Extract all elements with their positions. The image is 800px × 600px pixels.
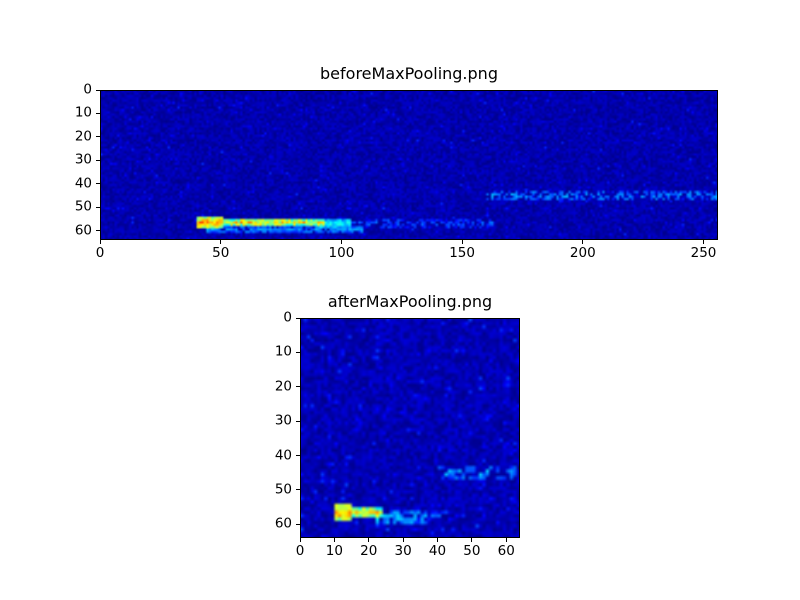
y-tick-label: 30 (74, 151, 92, 168)
y-tick-label: 40 (274, 446, 292, 463)
heatmap-image-after (300, 318, 520, 538)
y-tick-label: 10 (274, 343, 292, 360)
x-tick-label: 10 (325, 543, 343, 559)
x-tick-mark (402, 538, 404, 542)
x-tick-mark (368, 538, 370, 542)
x-tick-mark (582, 240, 584, 244)
y-tick-label: 60 (74, 221, 92, 238)
x-tick-mark (505, 538, 507, 542)
x-tick-label: 0 (95, 245, 105, 261)
y-tick-mark (96, 183, 100, 185)
y-tick-label: 20 (274, 378, 292, 394)
x-tick-label: 200 (569, 245, 596, 261)
x-tick-label: 60 (497, 543, 515, 559)
y-tick-mark (96, 230, 100, 232)
y-tick-label: 10 (74, 104, 92, 121)
y-tick-label: 40 (74, 175, 92, 191)
y-tick-mark (96, 89, 100, 91)
y-tick-mark (296, 386, 300, 388)
y-tick-label: 0 (83, 81, 92, 98)
y-tick-mark (296, 489, 300, 491)
y-tick-label: 20 (74, 128, 92, 145)
y-tick-mark (296, 351, 300, 353)
heatmap-image-before (100, 90, 718, 240)
y-tick-mark (296, 420, 300, 422)
y-tick-label: 30 (274, 412, 292, 429)
y-tick-mark (96, 136, 100, 138)
y-tick-label: 0 (283, 309, 292, 326)
x-tick-mark (99, 240, 101, 244)
x-tick-mark (703, 240, 705, 244)
y-tick-mark (96, 206, 100, 208)
y-tick-label: 50 (74, 198, 92, 215)
y-tick-mark (296, 455, 300, 456)
x-tick-label: 0 (295, 543, 305, 559)
x-tick-mark (299, 538, 301, 542)
plot-title-before: beforeMaxPooling.png (320, 64, 498, 84)
x-tick-label: 20 (360, 543, 378, 559)
y-tick-mark (296, 317, 300, 319)
x-tick-label: 250 (690, 245, 717, 261)
x-tick-mark (333, 538, 335, 542)
y-tick-label: 60 (274, 515, 292, 532)
y-tick-mark (96, 159, 100, 161)
axes-before-maxpooling: beforeMaxPooling.png 0 50 100 150 200 250 0 10 2… (75, 65, 718, 260)
x-tick-mark (471, 538, 473, 542)
x-tick-mark (220, 240, 222, 244)
x-tick-label: 150 (449, 245, 475, 261)
x-tick-label: 40 (428, 543, 447, 559)
x-tick-label: 100 (328, 245, 355, 261)
x-tick-mark (461, 240, 463, 244)
x-tick-label: 30 (394, 543, 412, 559)
x-tick-mark (340, 240, 342, 244)
y-tick-mark (96, 112, 100, 114)
axes-after-maxpooling: afterMaxPooling.png 0 10 20 30 40 50 60 0 10 20 30… (275, 293, 520, 558)
x-tick-label: 50 (212, 245, 230, 261)
y-tick-mark (296, 523, 300, 525)
y-tick-label: 50 (274, 481, 292, 498)
x-tick-label: 50 (463, 543, 481, 559)
x-tick-mark (437, 538, 438, 542)
plot-title-after: afterMaxPooling.png (327, 292, 493, 312)
